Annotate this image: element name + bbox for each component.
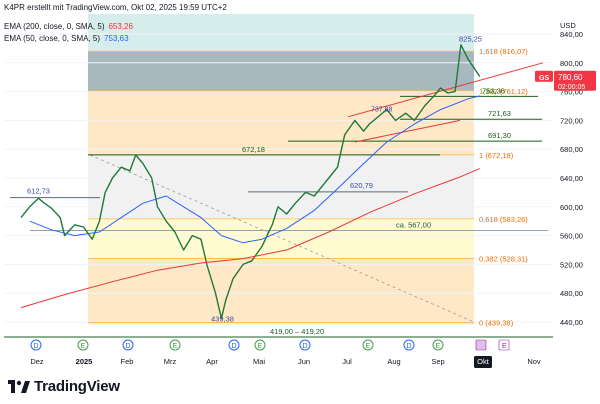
current-date-label: Okt xyxy=(477,357,490,366)
tradingview-logo[interactable]: TradingView xyxy=(8,378,120,395)
level-label: 620,79 xyxy=(350,181,373,190)
event-marker xyxy=(77,339,89,351)
y-tick-label: 800,00 xyxy=(560,59,583,68)
fib-level-label: 1,382 (761,12) xyxy=(479,87,528,96)
tradingview-logo-icon xyxy=(8,379,30,394)
event-marker xyxy=(30,339,42,351)
fib-level-label: 0,618 (583,26) xyxy=(479,215,528,224)
y-tick-label: 680,00 xyxy=(560,145,583,154)
fib-level-label: 1 (672,18) xyxy=(479,151,514,160)
fib-level-label: 0,382 (528,31) xyxy=(479,254,528,263)
y-tick-label: 720,00 xyxy=(560,116,583,125)
level-label: 419,00 – 419,20 xyxy=(270,327,324,336)
footer: TradingView xyxy=(0,372,600,404)
x-tick-label: Nov xyxy=(527,357,541,366)
fib-zone-upper xyxy=(88,51,474,91)
x-tick-label: Aug xyxy=(387,357,400,366)
current-price-value: 780,60 xyxy=(558,73,583,82)
event-marker-label: E xyxy=(366,343,371,350)
symbol-tag xyxy=(535,70,553,82)
event-marker-label: E xyxy=(81,343,86,350)
event-marker xyxy=(254,339,266,351)
y-tick-label: 560,00 xyxy=(560,232,583,241)
y-tick-label: 440,00 xyxy=(560,318,583,327)
chart-attribution: K4PR erstellt mit TradingView.com, Okt 0… xyxy=(4,3,231,12)
y-tick-label: 840,00 xyxy=(560,30,583,39)
fib-zone-top xyxy=(88,14,474,52)
x-tick-label: Mrz xyxy=(164,357,177,366)
price-line xyxy=(20,44,481,320)
x-tick-label: Apr xyxy=(206,357,218,366)
event-marker-label: D xyxy=(303,343,308,350)
current-price-tag xyxy=(554,70,596,91)
level-label: 721,63 xyxy=(488,109,511,118)
level-label: 691,30 xyxy=(488,131,511,140)
event-marker xyxy=(362,339,374,351)
ema50-legend[interactable]: EMA (50, close, 0, SMA, 5) 753,63 xyxy=(4,34,133,43)
ema200-legend[interactable]: EMA (200, close, 0, SMA, 5) 653,26 xyxy=(4,22,137,31)
event-marker xyxy=(228,339,240,351)
x-tick-label: Feb xyxy=(121,357,134,366)
ema200-value: 653,26 xyxy=(108,22,133,31)
x-tick-label: 2025 xyxy=(76,357,93,366)
event-marker xyxy=(432,339,444,351)
channel-lower-line xyxy=(354,119,461,143)
ema50-line xyxy=(29,95,480,244)
y-tick-label: 600,00 xyxy=(560,203,583,212)
x-tick-label: Mai xyxy=(253,357,265,366)
fib-zone-mid xyxy=(88,90,474,155)
ema200-line xyxy=(20,168,480,309)
event-marker xyxy=(122,339,134,351)
y-tick-label: 760,00 xyxy=(560,88,583,97)
x-tick-label: Jul xyxy=(342,357,352,366)
symbol-label: GS xyxy=(539,75,549,82)
y-tick-label: 480,00 xyxy=(560,289,583,298)
low-annotation: 439,38 xyxy=(211,314,234,323)
event-marker-label: E xyxy=(502,343,507,350)
x-tick-label: Jun xyxy=(298,357,310,366)
tradingview-brand: TradingView xyxy=(34,378,120,395)
event-marker-label: D xyxy=(34,343,39,350)
y-tick-label: 520,00 xyxy=(560,260,583,269)
y-tick-label: 640,00 xyxy=(560,174,583,183)
event-marker xyxy=(403,339,415,351)
level-label: 672,18 xyxy=(242,145,265,154)
ema50-value: 753,63 xyxy=(104,34,129,43)
event-marker-label: D xyxy=(407,343,412,350)
downtrend-line xyxy=(89,154,475,323)
event-marker xyxy=(299,339,311,351)
level-label: 612,73 xyxy=(27,187,50,196)
countdown-value: 02:00:05 xyxy=(558,84,585,91)
event-marker-label: E xyxy=(173,343,178,350)
attribution-text: K4PR erstellt mit TradingView.com, Okt 0… xyxy=(4,3,227,12)
event-marker-earnings xyxy=(498,339,510,351)
channel-upper-line xyxy=(347,62,544,118)
fib-zone-bottom xyxy=(88,258,474,323)
event-marker xyxy=(169,339,181,351)
fib-level-label: 0 (439,38) xyxy=(479,318,514,327)
fib-zone-gray xyxy=(88,154,474,219)
currency-label: USD xyxy=(560,21,576,30)
x-tick-label: Dez xyxy=(30,357,44,366)
event-marker-label: E xyxy=(436,343,441,350)
fib-zone-floor xyxy=(88,322,474,325)
ema50-label: EMA (50, close, 0, SMA, 5) xyxy=(4,34,101,43)
x-tick-label: Sep xyxy=(431,357,444,366)
current-date-tag xyxy=(474,356,492,368)
fib-zone-lower xyxy=(88,218,474,259)
swing-annotation: 737,88 xyxy=(371,107,393,114)
ema200-label: EMA (200, close, 0, SMA, 5) xyxy=(4,22,105,31)
event-marker-label: D xyxy=(232,343,237,350)
event-marker-upcoming xyxy=(475,339,487,351)
level-label: 753,36 xyxy=(482,86,505,95)
level-label: ca. 567,00 xyxy=(396,221,431,230)
event-marker-label: E xyxy=(258,343,263,350)
high-annotation: 825,25 xyxy=(459,35,482,44)
fib-level-label: 1,618 (816,07) xyxy=(479,47,528,56)
event-marker-label: D xyxy=(126,343,131,350)
